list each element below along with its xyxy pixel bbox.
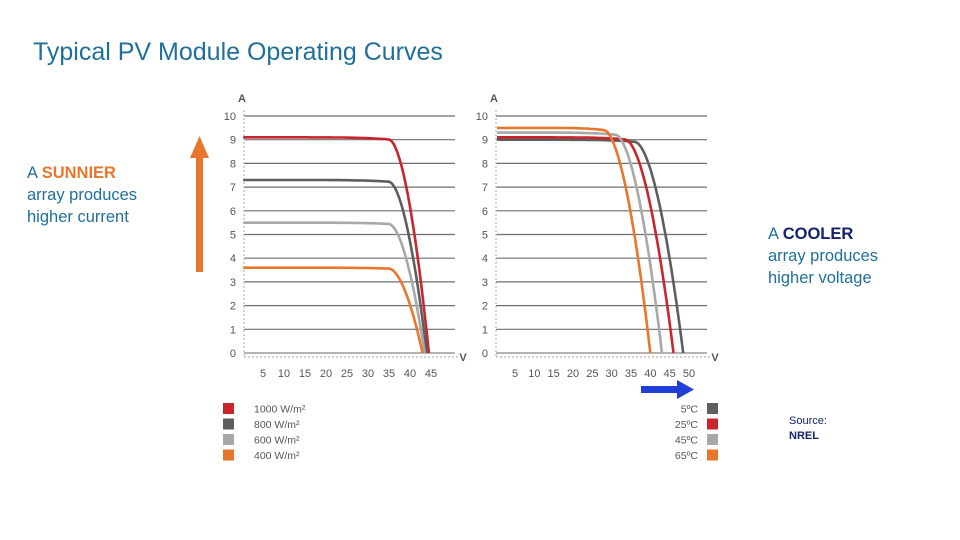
x-tick-label: 10	[528, 368, 540, 380]
cooler-note-line1: A COOLER	[768, 223, 878, 245]
plot-area	[244, 110, 455, 353]
x-tick-label: 5	[512, 368, 518, 380]
x-tick-label: 10	[278, 368, 290, 380]
x-tick-label: 15	[299, 368, 311, 380]
legend-label: 45ºC	[675, 435, 699, 447]
cooler-note-line2: array produces	[768, 247, 879, 265]
legend-label: 25ºC	[675, 419, 699, 431]
legend-label: 5ºC	[681, 404, 699, 416]
x-tick-label: 20	[567, 368, 579, 380]
source-note: Source: NREL	[789, 414, 827, 444]
x-tick-label: 25	[586, 368, 598, 380]
page-title: Typical PV Module Operating Curves	[33, 38, 443, 66]
legend-label: 1000 W/m²	[254, 404, 306, 416]
sunnier-prefix: A	[27, 164, 42, 182]
cooler-prefix: A	[768, 225, 783, 243]
y-axis-label: A	[490, 93, 498, 105]
y-tick-label: 7	[482, 182, 488, 194]
y-tick-label: 0	[230, 348, 236, 360]
x-tick-label: 35	[383, 368, 395, 380]
series-line-4	[496, 126, 652, 354]
x-tick-label: 15	[548, 368, 560, 380]
legend-label: 65ºC	[675, 450, 699, 462]
y-tick-label: 2	[230, 301, 236, 313]
source-value: NREL	[789, 430, 819, 442]
cooler-highlight: COOLER	[782, 225, 854, 243]
cooler-note: A COOLER array produces higher voltage	[768, 223, 878, 289]
cooler-note-line3: higher voltage	[768, 269, 872, 287]
sunnier-note-line2: array produces	[27, 186, 138, 204]
y-tick-label: 0	[482, 348, 488, 360]
series-line-1	[243, 136, 431, 354]
y-tick-label: 10	[476, 111, 488, 123]
y-tick-label: 2	[482, 301, 488, 313]
y-tick-label: 8	[482, 158, 488, 170]
y-tick-label: 4	[482, 253, 488, 265]
legend-swatch	[707, 449, 718, 461]
x-tick-label: 40	[644, 368, 656, 380]
x-tick-label: 30	[606, 368, 618, 380]
y-tick-label: 5	[230, 230, 236, 242]
y-tick-label: 8	[230, 158, 236, 170]
y-tick-label: 9	[230, 135, 236, 147]
y-tick-label: 1	[482, 324, 488, 336]
legend-swatch	[223, 418, 234, 430]
series-line-3	[496, 131, 664, 354]
source-label: Source:	[789, 415, 827, 427]
x-axis-label: V	[459, 352, 467, 364]
legend-label: 800 W/m²	[254, 419, 300, 431]
y-tick-label: 3	[230, 277, 236, 289]
sunnier-note-line3: higher current	[27, 208, 129, 226]
sunnier-note-line1: A SUNNIER	[27, 162, 137, 184]
series-line-2	[243, 178, 429, 354]
x-axis-label: V	[711, 352, 719, 364]
y-tick-label: 9	[482, 135, 488, 147]
series-line-1	[496, 138, 685, 354]
legend-swatch	[223, 403, 234, 414]
y-tick-label: 1	[230, 324, 236, 336]
legend-swatch	[707, 418, 718, 430]
y-tick-label: 5	[482, 230, 488, 242]
y-tick-label: 6	[230, 206, 236, 218]
series-line-3	[243, 221, 426, 354]
series-line-4	[243, 266, 424, 354]
y-axis-label: A	[238, 93, 246, 105]
x-tick-label: 5	[260, 368, 266, 380]
x-tick-label: 30	[362, 368, 374, 380]
y-tick-label: 7	[230, 182, 236, 194]
y-tick-label: 10	[224, 111, 236, 123]
x-tick-label: 45	[664, 368, 676, 380]
legend-swatch	[707, 434, 718, 445]
x-tick-label: 50	[683, 368, 695, 380]
legend-swatch	[223, 449, 234, 461]
x-tick-label: 35	[625, 368, 637, 380]
legend-swatch	[223, 434, 234, 445]
x-tick-label: 20	[320, 368, 332, 380]
y-tick-label: 4	[230, 253, 236, 265]
x-tick-label: 45	[425, 368, 437, 380]
x-tick-label: 25	[341, 368, 353, 380]
x-tick-label: 40	[404, 368, 416, 380]
y-tick-label: 6	[482, 206, 488, 218]
series-line-2	[496, 136, 675, 354]
legend-label: 600 W/m²	[254, 435, 300, 447]
sunnier-note: A SUNNIER array produces higher current	[27, 162, 137, 228]
plot-area	[496, 110, 707, 353]
legend-swatch	[707, 403, 718, 414]
legend-label: 400 W/m²	[254, 450, 300, 462]
sunnier-highlight: SUNNIER	[41, 164, 116, 182]
cooler-arrow-icon	[641, 380, 694, 399]
y-tick-label: 3	[482, 277, 488, 289]
sunnier-arrow-icon	[190, 136, 209, 272]
